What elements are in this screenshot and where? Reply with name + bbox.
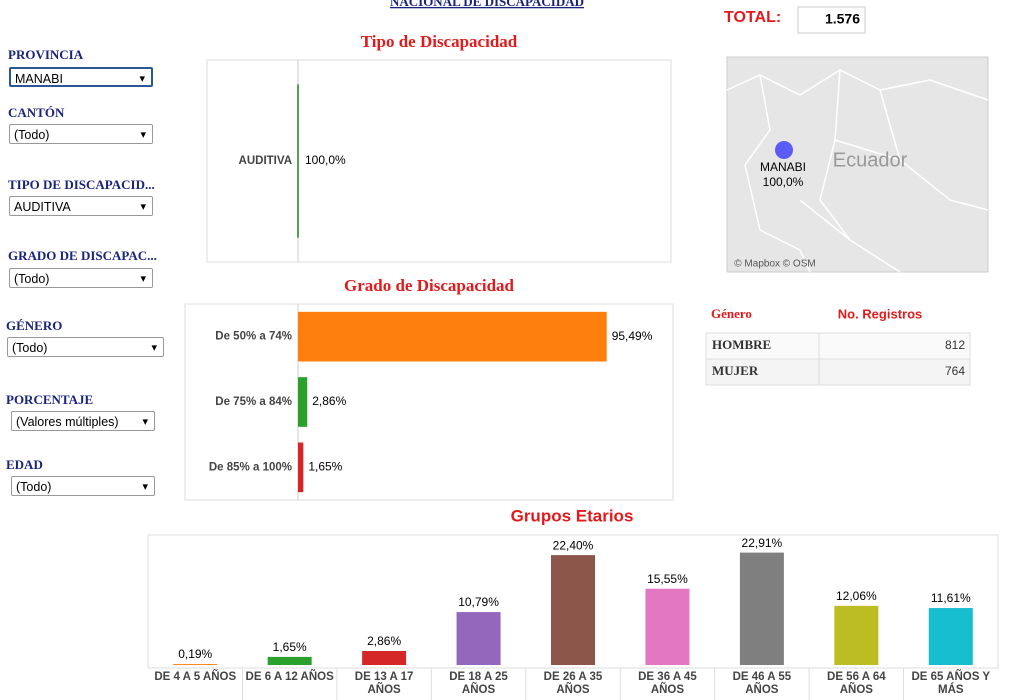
value-label: 2,86% [367, 634, 401, 648]
map-borders [726, 69, 989, 273]
bar [928, 608, 973, 665]
category-label: DE 26 A 35 AÑOS [543, 671, 603, 696]
value-label: 1,65% [308, 460, 342, 474]
filter-label: PROVINCIA [8, 47, 84, 62]
table-cell: HOMBRE [712, 337, 771, 352]
value-label: 100,0% [305, 153, 346, 167]
dropdown[interactable]: (Todo) [9, 124, 153, 145]
map-point [775, 141, 793, 159]
category-label: De 75% a 84% [215, 396, 292, 408]
bar [362, 650, 407, 665]
total-value: 1.576 [825, 11, 860, 27]
map-country: Ecuador [833, 149, 908, 171]
bar [739, 552, 784, 665]
category-label: DE 56 A 64 AÑOS [827, 671, 886, 696]
bar [297, 84, 299, 238]
chart-title: Grupos Etarios [511, 506, 634, 525]
value-label: 15,55% [647, 572, 688, 586]
dropdown[interactable]: (Todo) [11, 476, 155, 497]
map-share: 100,0% [763, 175, 804, 189]
chart-title: Grado de Discapacidad [344, 276, 515, 295]
dropdown[interactable]: MANABI [9, 67, 153, 89]
filter-label: EDAD [6, 457, 43, 472]
filter-label: TIPO DE DISCAPACID... [8, 177, 155, 192]
value-label: 95,49% [612, 329, 653, 343]
category-label: DE 6 A 12 AÑOS [245, 671, 334, 683]
value-label: 2,86% [312, 394, 346, 408]
value-label: 11,61% [931, 591, 971, 605]
bar [298, 442, 304, 493]
value-label: 22,40% [553, 538, 594, 552]
category-label: DE 65 AÑOS Y MÁS [911, 671, 991, 696]
bar [173, 664, 218, 665]
category-label: De 85% a 100% [209, 461, 292, 473]
filter-label: CANTÓN [8, 105, 65, 120]
filter-label: GRADO DE DISCAPAC... [8, 248, 157, 263]
map [726, 56, 989, 273]
bar [298, 311, 607, 362]
bar [645, 588, 690, 665]
table-header: Género [711, 306, 752, 321]
category-label: De 50% a 74% [215, 331, 292, 343]
dropdown[interactable]: (Valores múltiples) [11, 411, 155, 432]
bar [456, 612, 501, 665]
table-cell: 764 [945, 364, 965, 378]
category-label: DE 36 A 45 AÑOS [638, 671, 697, 696]
chart-title: Tipo de Discapacidad [361, 32, 518, 51]
category-label: DE 13 A 17 AÑOS [354, 671, 414, 696]
dropdown[interactable]: AUDITIVA [9, 196, 153, 217]
chart-frame [206, 59, 672, 263]
bar [267, 656, 312, 665]
value-label: 10,79% [458, 595, 499, 609]
table-cell: 812 [945, 338, 965, 352]
category-label: DE 4 A 5 AÑOS [154, 671, 237, 683]
bar [551, 555, 595, 665]
dropdown[interactable]: (Todo) [9, 268, 153, 289]
filter-label: PORCENTAJE [6, 392, 94, 407]
bar [298, 377, 308, 427]
page-title: NACIONAL DE DISCAPACIDAD [390, 0, 584, 9]
value-label: 1,65% [273, 640, 307, 654]
total-box [797, 6, 866, 34]
category-label: DE 46 A 55 AÑOS [732, 671, 792, 696]
value-label: 0,19% [178, 647, 212, 661]
table-header: No. Registros [838, 306, 923, 321]
value-label: 22,91% [742, 536, 783, 550]
table-cell: MUJER [712, 363, 759, 378]
total-label: TOTAL: [724, 9, 781, 26]
map-place: MANABI [760, 160, 806, 174]
filter-label: GÉNERO [6, 318, 63, 333]
category-label: DE 18 A 25 AÑOS [449, 671, 508, 696]
dropdown[interactable]: (Todo) [7, 337, 164, 358]
category-label: AUDITIVA [239, 155, 292, 167]
bar [834, 605, 879, 665]
table-row [705, 358, 971, 386]
value-label: 12,06% [836, 589, 877, 603]
map-credits: © Mapbox © OSM [734, 259, 815, 270]
